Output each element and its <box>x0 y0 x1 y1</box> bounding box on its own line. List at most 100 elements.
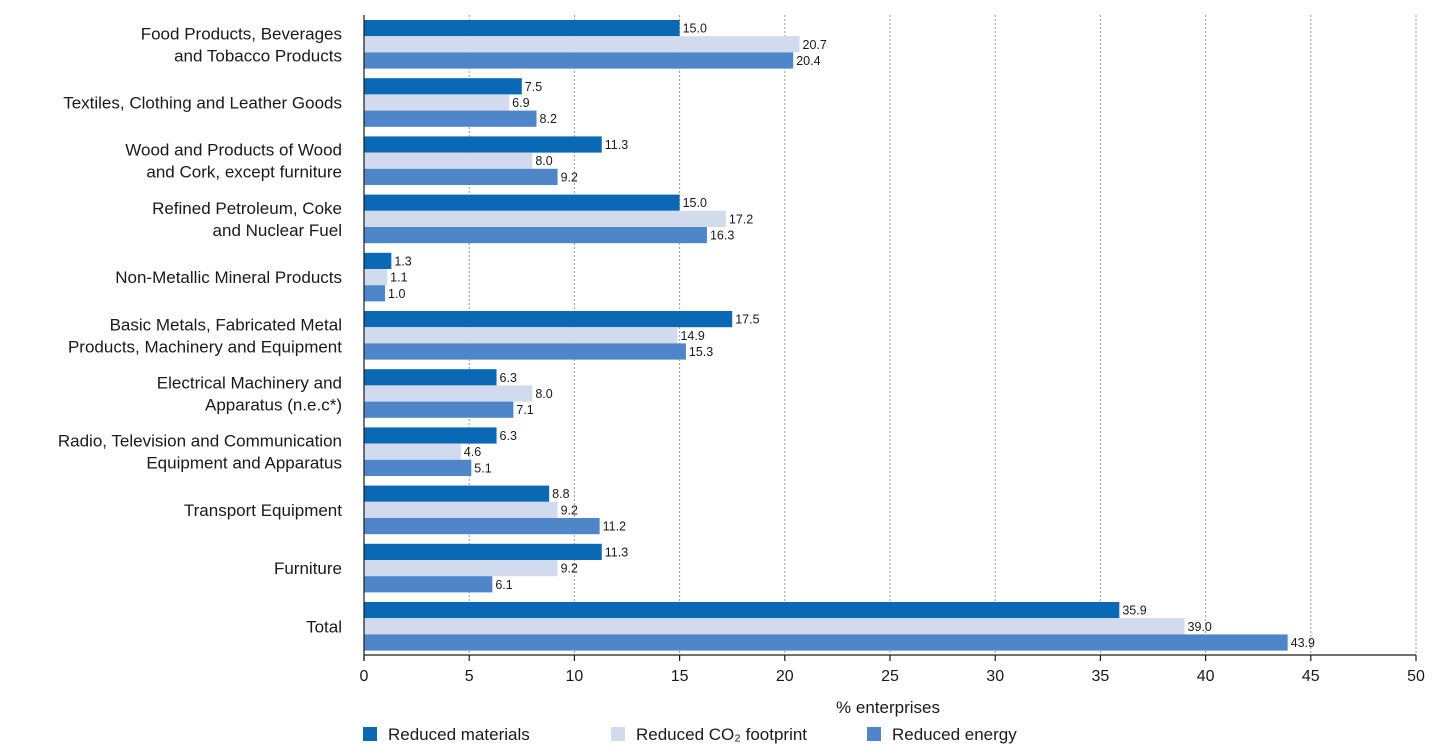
bar <box>364 311 733 328</box>
bar <box>364 252 392 269</box>
bar <box>364 385 533 402</box>
category-label: Non-Metallic Mineral Products <box>115 268 342 287</box>
data-label: 1.0 <box>388 287 405 301</box>
data-label: 6.3 <box>500 371 517 385</box>
x-tick-label: 25 <box>881 668 899 685</box>
data-label: 6.9 <box>512 96 529 110</box>
category-label: Total <box>306 617 342 636</box>
x-tick-label: 45 <box>1302 668 1320 685</box>
data-label: 6.3 <box>500 429 517 443</box>
bar <box>364 501 558 518</box>
legend-item: Reduced CO₂ footprint <box>611 725 807 744</box>
data-label: 15.0 <box>683 196 707 210</box>
bar <box>364 618 1185 635</box>
bar <box>364 269 388 286</box>
category-label: Food Products, Beverages and Tobacco Prod… <box>141 24 342 65</box>
data-label: 9.2 <box>561 503 578 517</box>
data-label: 39.0 <box>1188 620 1212 634</box>
data-label: 8.0 <box>535 154 552 168</box>
category-labels: Food Products, Beverages and Tobacco Prod… <box>58 24 342 636</box>
x-tick-label: 30 <box>986 668 1004 685</box>
bar <box>364 485 550 502</box>
bar <box>364 110 537 127</box>
bar <box>364 78 522 95</box>
legend-item: Reduced energy <box>867 725 1017 744</box>
data-label: 8.2 <box>540 112 557 126</box>
x-axis-title: % enterprises <box>836 698 940 717</box>
bar <box>364 168 558 185</box>
data-label: 17.5 <box>735 313 759 327</box>
bar <box>364 210 726 227</box>
x-tick-label: 10 <box>566 668 584 685</box>
bar <box>364 343 686 360</box>
data-label: 15.3 <box>689 345 713 359</box>
bar <box>364 285 386 302</box>
data-label: 9.2 <box>561 170 578 184</box>
bar <box>364 634 1288 651</box>
x-tick-label: 50 <box>1407 668 1425 685</box>
x-tick-label: 35 <box>1092 668 1110 685</box>
data-label: 17.2 <box>729 212 753 226</box>
bar <box>364 52 794 69</box>
bar <box>364 152 533 169</box>
category-label: Furniture <box>274 559 342 578</box>
data-label: 7.1 <box>516 403 533 417</box>
legend-label: Reduced energy <box>892 725 1017 744</box>
category-label: Wood and Products of Wood and Cork, excep… <box>125 141 342 182</box>
bar <box>364 227 707 244</box>
category-label: Textiles, Clothing and Leather Goods <box>63 94 342 113</box>
category-label: Refined Petroleum, Coke and Nuclear Fuel <box>152 199 342 240</box>
value-labels: 15.0 20.7 20.4 7.5 6.9 8.2 11.3 8.0 9.2 15.0 17.2 1… <box>388 22 1315 650</box>
bars <box>364 20 1288 651</box>
legend-label: Reduced CO₂ footprint <box>636 725 807 744</box>
data-label: 11.3 <box>605 545 628 559</box>
data-label: 5.1 <box>474 461 491 475</box>
data-label: 6.1 <box>495 578 512 592</box>
legend-swatch <box>611 727 625 741</box>
data-label: 4.6 <box>464 445 481 459</box>
data-label: 9.2 <box>561 562 578 576</box>
legend-swatch <box>867 727 881 741</box>
bar <box>364 459 472 476</box>
data-label: 8.8 <box>552 487 569 501</box>
data-label: 43.9 <box>1291 636 1315 650</box>
bar <box>364 576 493 593</box>
data-label: 8.0 <box>535 387 552 401</box>
legend: Reduced materials Reduced CO₂ footprint Re… <box>363 725 1017 744</box>
bar <box>364 518 600 535</box>
x-tick-label: 40 <box>1197 668 1215 685</box>
bar <box>364 327 678 344</box>
x-tick-label: 0 <box>360 668 369 685</box>
data-label: 15.0 <box>683 22 707 36</box>
bar <box>364 94 510 111</box>
data-label: 16.3 <box>710 229 734 243</box>
category-label: Transport Equipment <box>184 501 342 520</box>
data-label: 7.5 <box>525 80 542 94</box>
data-label: 14.9 <box>680 329 704 343</box>
bar <box>364 194 680 211</box>
data-label: 20.7 <box>803 38 827 52</box>
bar <box>364 20 680 37</box>
data-label: 11.3 <box>605 138 628 152</box>
bar <box>364 602 1120 619</box>
x-tick-label: 15 <box>671 668 689 685</box>
legend-label: Reduced materials <box>388 725 530 744</box>
data-label: 1.3 <box>394 254 411 268</box>
legend-item: Reduced materials <box>363 725 530 744</box>
bar <box>364 443 461 460</box>
category-label: Radio, Television and Communication Equip… <box>58 432 342 473</box>
category-label: Electrical Machinery and Apparatus (n.e.c… <box>157 374 342 415</box>
data-label: 20.4 <box>796 54 820 68</box>
bar <box>364 36 800 53</box>
legend-swatch <box>363 727 377 741</box>
x-tick-label: 5 <box>465 668 474 685</box>
x-tick-label: 20 <box>776 668 794 685</box>
bar <box>364 427 497 444</box>
data-label: 11.2 <box>603 520 626 534</box>
bar <box>364 543 602 560</box>
data-label: 35.9 <box>1122 604 1146 618</box>
axes: 0 5 10 15 20 25 30 35 40 45 50 <box>360 15 1425 685</box>
category-label: Basic Metals, Fabricated Metal Products, … <box>68 315 342 356</box>
bar <box>364 136 602 153</box>
